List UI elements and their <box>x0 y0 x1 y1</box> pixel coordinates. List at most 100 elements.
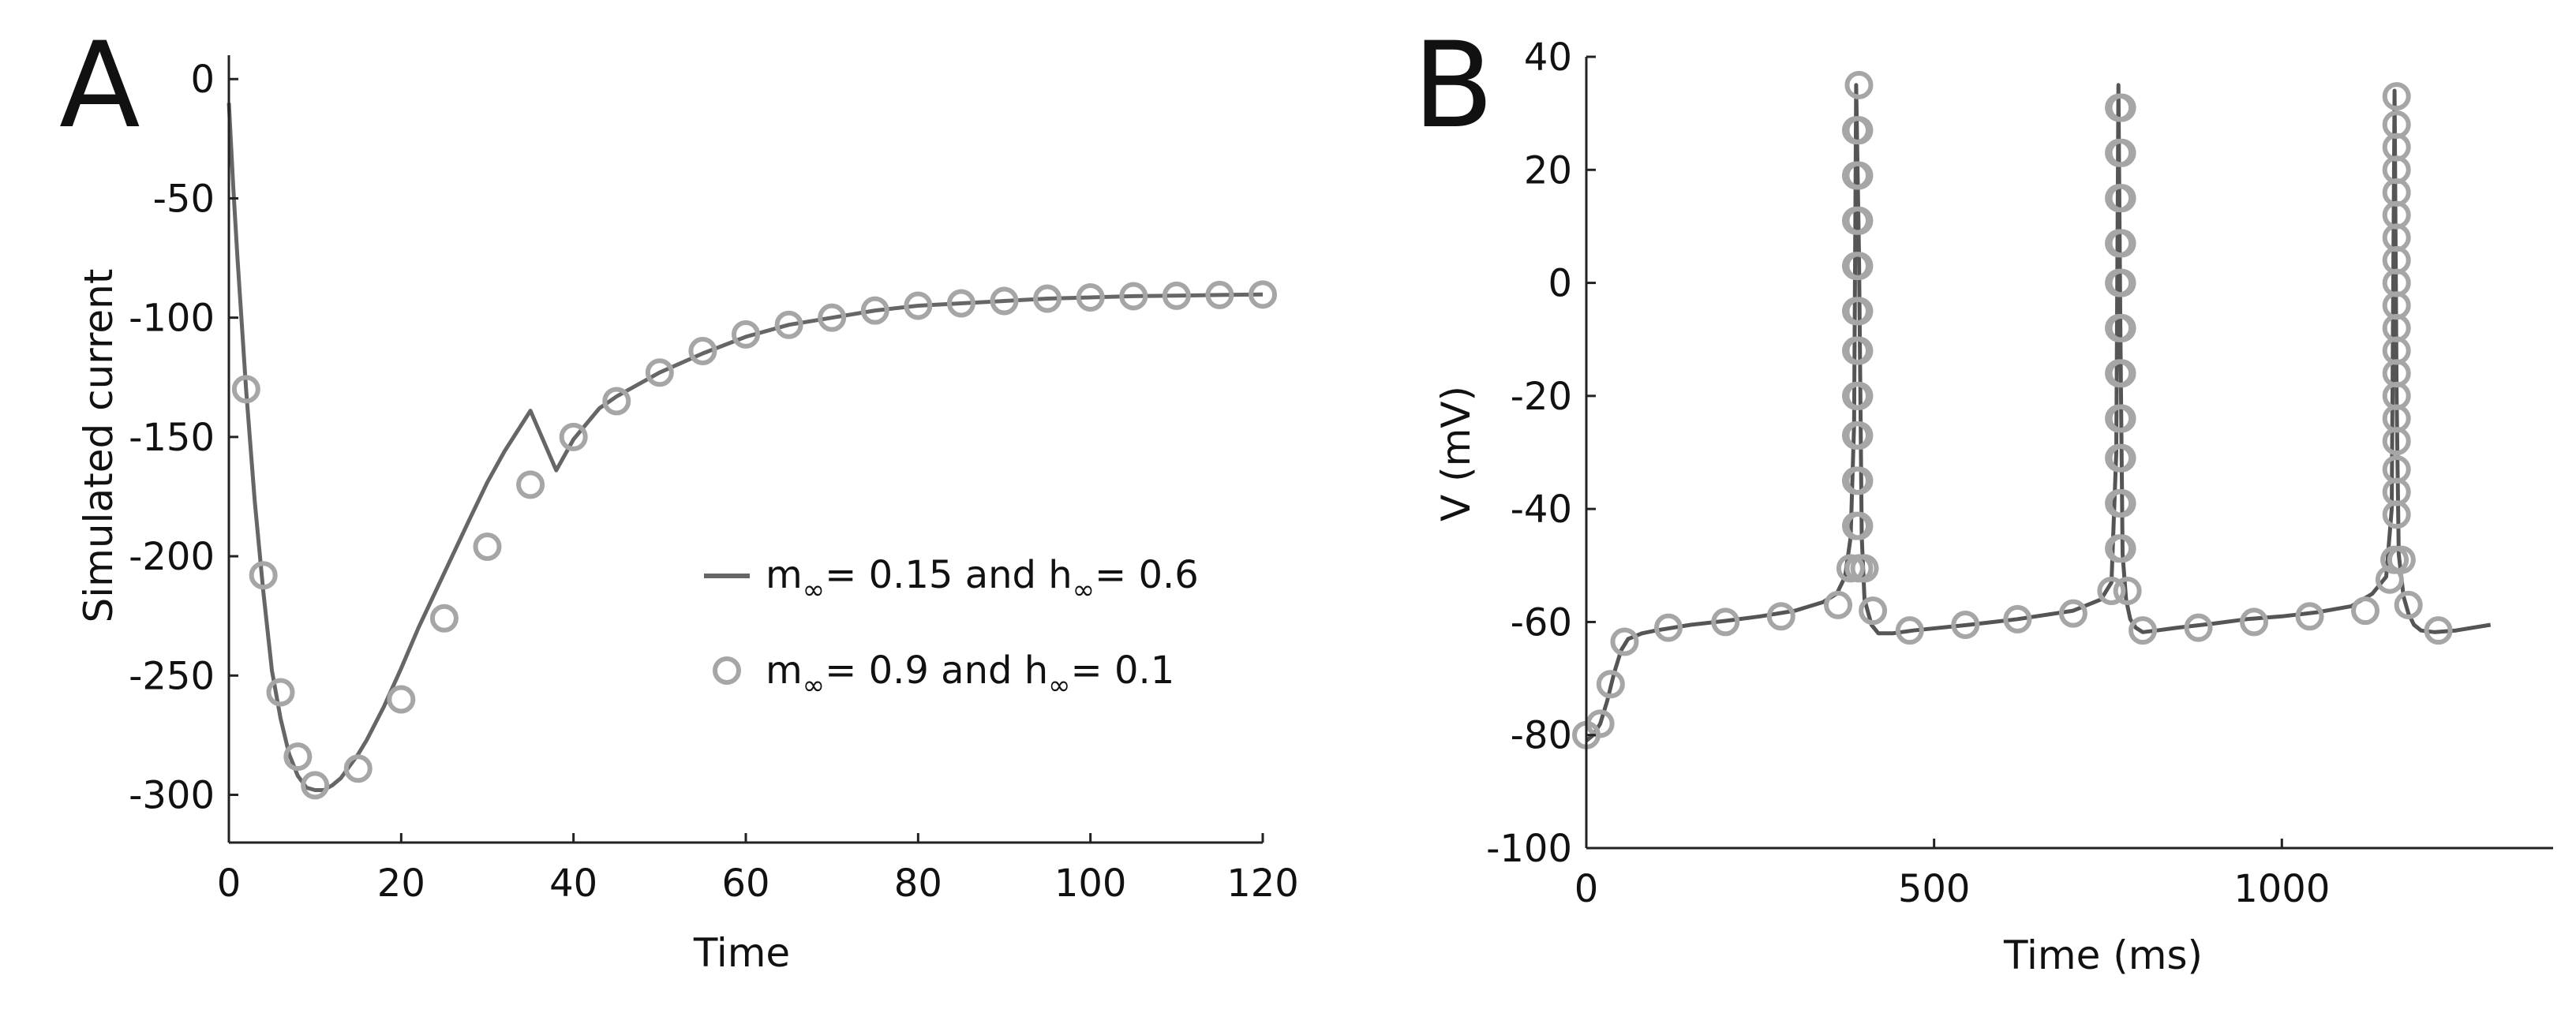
data-point <box>1162 281 1191 310</box>
data-point <box>732 320 760 349</box>
y-tick-label: -200 <box>129 535 215 579</box>
data-point <box>559 422 588 451</box>
x-tick-label: 80 <box>894 861 942 906</box>
panel-b: B 0 500 1000 40 20 0 -20 -40 -60 -80 -100 Time (ms… <box>1413 17 2553 978</box>
panel-a-legend: m∞= 0.15 and h∞= 0.6 m∞= 0.9 and h∞= 0.1 <box>704 553 1199 701</box>
panel-a-letter: A <box>59 17 140 155</box>
y-tick-label: 0 <box>1548 262 1572 306</box>
data-point <box>1653 613 1683 642</box>
data-point <box>1119 282 1148 311</box>
data-point <box>1841 421 1870 450</box>
y-tick-label: -100 <box>129 297 215 341</box>
x-tick-label: 60 <box>721 861 769 906</box>
data-point <box>1841 381 1870 410</box>
y-tick-label: 40 <box>1524 36 1572 80</box>
y-tick-label: -20 <box>1511 375 1572 419</box>
data-point <box>2394 590 2423 619</box>
data-point <box>2107 534 2136 563</box>
x-tick-label: 20 <box>377 861 425 906</box>
data-point <box>2382 454 2411 484</box>
panel-b-ylabel: V (mV) <box>1433 386 1479 521</box>
data-point <box>2424 616 2453 645</box>
x-tick-label: 0 <box>1574 867 1599 911</box>
data-point <box>2129 616 2158 645</box>
data-point <box>2113 577 2142 606</box>
data-point <box>1844 511 1874 540</box>
data-point <box>1850 554 1879 583</box>
data-point <box>1824 590 1853 619</box>
data-point <box>818 303 847 332</box>
panel-a-tick-labels: 0 20 40 60 80 100 120 0 -50 -100 -150 -200 -250 -300 <box>129 58 1299 906</box>
data-point <box>1841 252 1870 281</box>
data-point <box>1596 670 1625 699</box>
data-point <box>516 470 545 499</box>
data-point <box>2107 268 2136 297</box>
data-point <box>249 561 278 590</box>
data-point <box>1076 282 1105 312</box>
data-point <box>2107 138 2136 167</box>
x-tick-label: 100 <box>1054 861 1127 906</box>
panel-b-xlabel: Time (ms) <box>2003 932 2203 978</box>
data-point <box>904 291 933 320</box>
y-tick-label: 0 <box>190 58 215 102</box>
data-point <box>1610 627 1639 656</box>
y-tick-label: -40 <box>1511 488 1572 532</box>
data-point <box>231 375 260 404</box>
data-point <box>2295 602 2324 631</box>
data-point <box>2058 599 2087 628</box>
data-point <box>1249 280 1277 309</box>
data-point <box>946 289 975 318</box>
data-point <box>1841 336 1870 365</box>
data-point <box>2107 488 2136 518</box>
data-point <box>2107 443 2136 473</box>
legend-entry-1: m∞= 0.15 and h∞= 0.6 <box>766 553 1199 606</box>
series-line <box>1585 83 2492 742</box>
data-point <box>1859 596 1888 626</box>
panel-a-xlabel: Time <box>693 930 790 976</box>
data-point <box>1711 607 1740 637</box>
panel-a-plot-area <box>227 103 1277 800</box>
data-point <box>2107 404 2136 433</box>
data-point <box>2107 313 2136 342</box>
data-point <box>2375 565 2404 594</box>
data-point <box>1841 297 1870 326</box>
data-point <box>283 742 313 772</box>
data-point <box>2107 93 2136 122</box>
data-point <box>2382 110 2411 139</box>
panel-b-axes <box>1585 55 2553 850</box>
panel-b-tick-labels: 0 500 1000 40 20 0 -20 -40 -60 -80 -100 <box>1486 36 2330 911</box>
data-point <box>2107 184 2136 213</box>
y-tick-label: -250 <box>129 654 215 698</box>
panel-a-ylabel: Simulated current <box>76 269 122 623</box>
y-tick-label: -80 <box>1511 714 1572 758</box>
data-point <box>2003 604 2032 633</box>
data-point <box>1841 116 1870 145</box>
panel-a-axes <box>227 55 1264 844</box>
series-line <box>227 103 1264 792</box>
data-point <box>2240 607 2269 637</box>
data-point <box>1841 161 1870 190</box>
panel-a: A 0 20 40 60 80 100 120 0 -50 -100 -150 -200 -250 -30… <box>59 17 1299 976</box>
y-tick-label: -150 <box>129 416 215 460</box>
data-point <box>1951 611 1980 640</box>
data-point <box>1841 466 1870 495</box>
panel-b-letter: B <box>1413 17 1494 155</box>
data-point <box>860 296 889 325</box>
data-point <box>387 685 416 714</box>
data-point <box>2351 596 2380 626</box>
data-point <box>990 286 1019 316</box>
data-point <box>2382 82 2411 111</box>
data-point <box>1844 70 1874 99</box>
x-tick-label: 500 <box>1898 867 1971 911</box>
legend-circle-swatch <box>713 656 741 685</box>
y-tick-label: 20 <box>1524 148 1572 192</box>
data-point <box>2107 229 2136 258</box>
data-point <box>2184 613 2213 642</box>
data-point <box>774 310 803 339</box>
x-tick-label: 120 <box>1226 861 1299 906</box>
data-point <box>602 387 631 416</box>
data-point <box>473 532 502 561</box>
data-point <box>429 604 459 633</box>
data-point <box>1586 709 1615 738</box>
